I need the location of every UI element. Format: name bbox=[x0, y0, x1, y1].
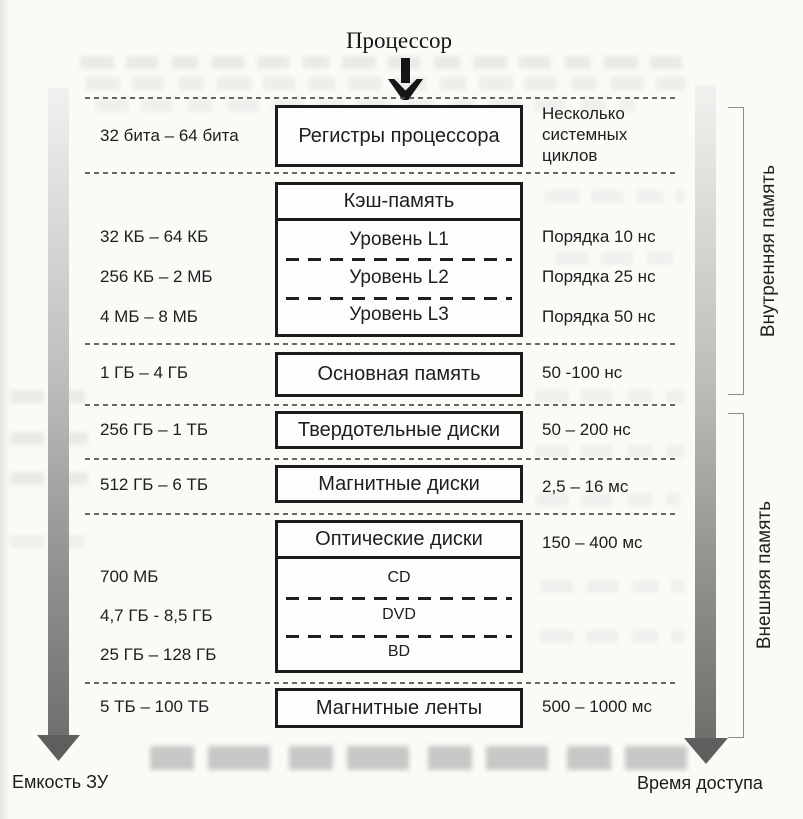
time-label-optical: 150 – 400 мс bbox=[542, 533, 643, 552]
cache-level-l3: Уровень L3 bbox=[349, 304, 449, 326]
external-memory-bracket bbox=[728, 413, 744, 738]
scan-edge bbox=[0, 0, 9, 819]
hdd-box: Магнитные диски bbox=[275, 465, 523, 503]
hdd-box-label: Магнитные диски bbox=[318, 472, 480, 495]
registers-box-label: Регистры процессора bbox=[298, 124, 500, 147]
optical-box: Оптические диски CD DVD BD bbox=[275, 520, 523, 673]
section-divider bbox=[85, 458, 677, 460]
section-divider bbox=[85, 404, 677, 406]
optical-box-title: Оптические диски bbox=[278, 523, 520, 559]
capacity-label-main-memory: 1 ГБ – 4 ГБ bbox=[100, 363, 188, 382]
time-label-l1: Порядка 10 нс bbox=[542, 227, 656, 246]
capacity-label-ssd: 256 ГБ – 1 ТБ bbox=[100, 420, 209, 439]
capacity-label-bd: 25 ГБ – 128 ГБ bbox=[100, 645, 217, 664]
cache-level-l1: Уровень L1 bbox=[349, 228, 449, 250]
capacity-label-l3: 4 МБ – 8 МБ bbox=[100, 307, 198, 326]
optical-bd-row: BD bbox=[387, 642, 411, 660]
internal-memory-bracket bbox=[728, 107, 744, 395]
bleed-through-text bbox=[540, 630, 685, 643]
optical-divider bbox=[286, 635, 512, 638]
capacity-label-l2: 256 КБ – 2 МБ bbox=[100, 267, 213, 286]
time-label-main-memory: 50 -100 нс bbox=[542, 363, 623, 382]
capacity-axis-arrowhead-icon bbox=[37, 735, 80, 761]
capacity-label-tape: 5 ТБ – 100 ТБ bbox=[100, 697, 210, 716]
time-label-l3: Порядка 50 нс bbox=[542, 307, 656, 326]
bleed-through-text bbox=[540, 580, 685, 593]
bleed-through-text bbox=[545, 190, 685, 203]
cache-level-divider bbox=[286, 258, 512, 261]
time-label-hdd: 2,5 – 16 мс bbox=[542, 477, 629, 496]
processor-label: Процессор bbox=[345, 28, 453, 53]
optical-divider bbox=[286, 597, 512, 600]
time-label-ssd: 50 – 200 нс bbox=[542, 420, 631, 439]
bleed-through-text bbox=[80, 56, 695, 69]
optical-cd-row: CD bbox=[387, 568, 411, 586]
section-divider bbox=[85, 513, 677, 515]
cache-level-l2: Уровень L2 bbox=[349, 266, 449, 288]
capacity-axis-arrow bbox=[48, 88, 69, 737]
access-time-axis-arrow bbox=[695, 85, 716, 740]
main-memory-box-label: Основная память bbox=[317, 363, 481, 385]
processor-arrow bbox=[401, 58, 410, 83]
bleed-through-text bbox=[535, 445, 685, 458]
cache-level-divider bbox=[286, 297, 512, 300]
time-label-l2: Порядка 25 нс bbox=[542, 267, 656, 286]
bleed-through-text bbox=[555, 252, 685, 265]
capacity-label-registers: 32 бита – 64 бита bbox=[100, 126, 239, 145]
cache-box-title: Кэш-память bbox=[278, 185, 520, 221]
ssd-box-label: Твердотельные диски bbox=[297, 418, 501, 441]
bleed-through-text bbox=[86, 77, 686, 90]
main-memory-box: Основная память bbox=[275, 352, 523, 397]
external-memory-label: Внешняя память bbox=[754, 501, 775, 650]
optical-dvd-row: DVD bbox=[382, 605, 416, 623]
section-divider bbox=[85, 172, 677, 174]
section-divider bbox=[85, 97, 677, 99]
bleed-through-text bbox=[535, 390, 685, 403]
tape-box-label: Магнитные ленты bbox=[315, 696, 483, 719]
time-label-registers: Несколько системных циклов bbox=[542, 104, 628, 165]
section-divider bbox=[85, 682, 677, 684]
capacity-axis-label: Емкость ЗУ bbox=[12, 772, 109, 792]
capacity-label-hdd: 512 ГБ – 6 ТБ bbox=[100, 475, 209, 494]
capacity-label-dvd: 4,7 ГБ - 8,5 ГБ bbox=[100, 606, 213, 625]
time-label-tape: 500 – 1000 мс bbox=[542, 697, 652, 716]
internal-memory-label: Внутренняя память bbox=[758, 164, 779, 338]
capacity-label-cd: 700 МБ bbox=[100, 567, 159, 586]
access-time-axis-arrowhead-icon bbox=[684, 738, 728, 764]
cache-box: Кэш-память Уровень L1 Уровень L2 Уровень… bbox=[275, 182, 523, 337]
section-divider bbox=[85, 343, 677, 345]
tape-box: Магнитные ленты bbox=[275, 688, 523, 728]
registers-box: Регистры процессора bbox=[275, 105, 523, 167]
bleed-through-text bbox=[150, 746, 705, 770]
ssd-box: Твердотельные диски bbox=[275, 411, 523, 449]
access-time-axis-label: Время доступа bbox=[637, 773, 763, 793]
capacity-label-l1: 32 КБ – 64 КБ bbox=[100, 227, 209, 246]
